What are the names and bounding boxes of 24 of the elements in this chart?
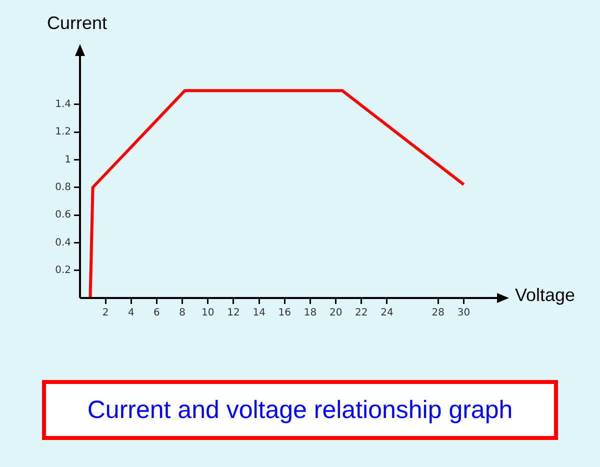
y-tick-label: 1.2 xyxy=(55,126,71,138)
y-axis-title: Current xyxy=(47,12,108,33)
text: Current and voltage relationship graph xyxy=(42,380,558,440)
x-tick-label: 28 xyxy=(432,308,445,319)
y-tick-label: 0.8 xyxy=(55,182,71,193)
y-tick-label: 1.4 xyxy=(55,98,71,110)
x-tick-label: 18 xyxy=(304,308,317,319)
x-tick-label: 14 xyxy=(252,308,266,319)
x-tick-label: 30 xyxy=(457,308,470,319)
x-tick-label: 6 xyxy=(154,308,160,319)
y-tick-label: 1 xyxy=(64,154,71,166)
y-tick-label: 0.6 xyxy=(55,210,71,221)
x-tick-label: 24 xyxy=(380,308,394,319)
x-tick-label: 8 xyxy=(179,308,186,319)
x-tick-label: 16 xyxy=(278,308,292,319)
y-tick-label: 0.2 xyxy=(55,264,71,276)
x-tick-label: 12 xyxy=(227,308,240,319)
x-tick-label: 10 xyxy=(202,308,214,319)
x-tick-label: 22 xyxy=(355,308,368,319)
x-axis-title: Voltage xyxy=(515,284,576,305)
y-tick-label: 0.4 xyxy=(55,237,71,248)
x-tick-label: 2 xyxy=(102,308,109,319)
x-tick-label: 4 xyxy=(128,308,134,319)
x-tick-label: 20 xyxy=(329,308,342,319)
